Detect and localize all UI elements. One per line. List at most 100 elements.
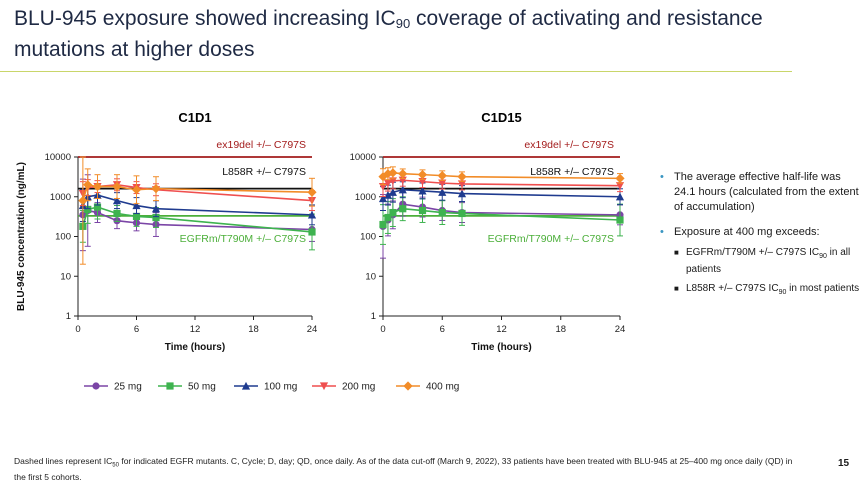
data-point xyxy=(132,212,141,221)
legend-marker xyxy=(92,382,100,390)
y-tick-label: 1000 xyxy=(355,192,376,203)
legend-label: 50 mg xyxy=(188,382,216,393)
data-point xyxy=(93,203,102,211)
data-point xyxy=(131,185,142,195)
data-point xyxy=(113,209,121,218)
reference-line-label: ex19del +/– C797S xyxy=(216,139,306,151)
legend-label: 25 mg xyxy=(114,382,142,393)
data-point xyxy=(308,228,316,236)
data-point xyxy=(457,189,467,198)
data-point xyxy=(383,179,393,188)
data-point xyxy=(418,186,427,195)
y-tick-label: 1000 xyxy=(50,192,71,203)
x-tick-label: 12 xyxy=(190,324,201,335)
x-tick-label: 18 xyxy=(248,324,259,335)
y-tick-label: 10 xyxy=(60,271,71,282)
series-line-200mg xyxy=(382,179,621,188)
data-point xyxy=(438,179,447,188)
reference-line-label: ex19del +/– C797S xyxy=(524,139,614,151)
sub-bullet-egfrm: ■ EGFRm/T790M +/– C797S IC90 in all pati… xyxy=(674,247,851,275)
data-point xyxy=(307,187,317,197)
panel-title-C1D15: C1D15 xyxy=(481,110,521,125)
bullet-dot-icon: • xyxy=(660,171,664,183)
data-point xyxy=(417,170,428,180)
data-point xyxy=(112,182,122,192)
data-point xyxy=(132,201,141,210)
data-point xyxy=(398,185,407,194)
legend-label: 200 mg xyxy=(342,382,375,393)
data-point xyxy=(615,182,625,190)
data-point xyxy=(388,168,398,178)
y-tick-label: 100 xyxy=(360,232,376,243)
square-bullet-icon: ■ xyxy=(674,284,679,293)
y-tick-label: 10000 xyxy=(45,152,71,163)
data-point xyxy=(378,194,388,203)
data-point xyxy=(458,209,466,218)
data-point xyxy=(457,180,467,189)
data-point xyxy=(92,182,103,192)
legend-marker xyxy=(166,382,174,390)
data-point xyxy=(399,205,407,213)
series-line-100mg xyxy=(382,188,621,200)
data-point xyxy=(398,169,408,179)
title-divider xyxy=(0,71,792,72)
data-point xyxy=(152,213,160,222)
square-bullet-icon: ■ xyxy=(674,248,679,257)
data-point xyxy=(457,172,467,182)
x-tick-label: 24 xyxy=(615,324,626,335)
y-tick-label: 10000 xyxy=(350,152,376,163)
footnote: Dashed lines represent IC50 for indicate… xyxy=(14,456,793,482)
data-point xyxy=(389,208,397,217)
y-tick-label: 100 xyxy=(55,232,71,243)
data-point xyxy=(438,188,447,196)
reference-line-label: EGFRm/T790M +/– C797S xyxy=(180,233,306,245)
reference-line-label: L858R +/– C797S xyxy=(530,166,614,178)
legend-marker xyxy=(241,381,251,390)
panel-title-C1D1: C1D1 xyxy=(178,110,211,125)
data-point xyxy=(379,220,387,229)
key-findings: • The average effective half-life was 24… xyxy=(660,170,860,309)
page-title: BLU-945 exposure showed increasing IC90 … xyxy=(14,7,763,61)
data-point xyxy=(384,213,392,222)
legend-marker xyxy=(403,381,413,391)
x-tick-label: 24 xyxy=(307,324,318,335)
data-point xyxy=(418,178,427,186)
data-point xyxy=(151,184,161,194)
x-axis-title: Time (hours) xyxy=(471,342,531,353)
reference-line-label: L858R +/– C797S xyxy=(222,166,306,178)
data-point xyxy=(78,196,88,206)
x-tick-label: 6 xyxy=(440,324,445,335)
y-tick-label: 10 xyxy=(365,271,376,282)
data-point xyxy=(112,196,122,205)
legend-label: 400 mg xyxy=(426,382,459,393)
data-point xyxy=(418,206,427,215)
x-tick-label: 18 xyxy=(555,324,566,335)
bullet-exposure: • Exposure at 400 mg exceeds: ■ EGFRm/T7… xyxy=(660,225,860,299)
page-number: 15 xyxy=(838,458,850,469)
bullet-half-life: • The average effective half-life was 24… xyxy=(660,171,859,213)
bullet-dot-icon: • xyxy=(660,226,664,238)
y-tick-label: 1 xyxy=(371,311,376,322)
x-tick-label: 12 xyxy=(496,324,507,335)
data-point xyxy=(437,171,447,181)
data-point xyxy=(83,180,93,190)
data-point xyxy=(615,192,625,201)
reference-line-label: EGFRm/T790M +/– C797S xyxy=(488,233,614,245)
data-point xyxy=(616,216,624,224)
legend-label: 100 mg xyxy=(264,382,297,393)
y-tick-label: 1 xyxy=(66,311,71,322)
y-axis-title: BLU-945 concentration (ng/mL) xyxy=(16,162,27,311)
data-point xyxy=(151,204,161,213)
data-point xyxy=(307,210,317,219)
sub-bullet-l858r: ■ L858R +/– C797S IC90 in most patients xyxy=(674,282,860,299)
data-point xyxy=(615,173,625,183)
legend-marker xyxy=(319,382,329,391)
data-point xyxy=(438,208,446,217)
data-point xyxy=(388,188,397,196)
data-point xyxy=(84,205,92,214)
x-tick-label: 0 xyxy=(380,324,385,335)
x-tick-label: 6 xyxy=(134,324,139,335)
x-axis-title: Time (hours) xyxy=(165,342,225,353)
x-tick-label: 0 xyxy=(75,324,80,335)
